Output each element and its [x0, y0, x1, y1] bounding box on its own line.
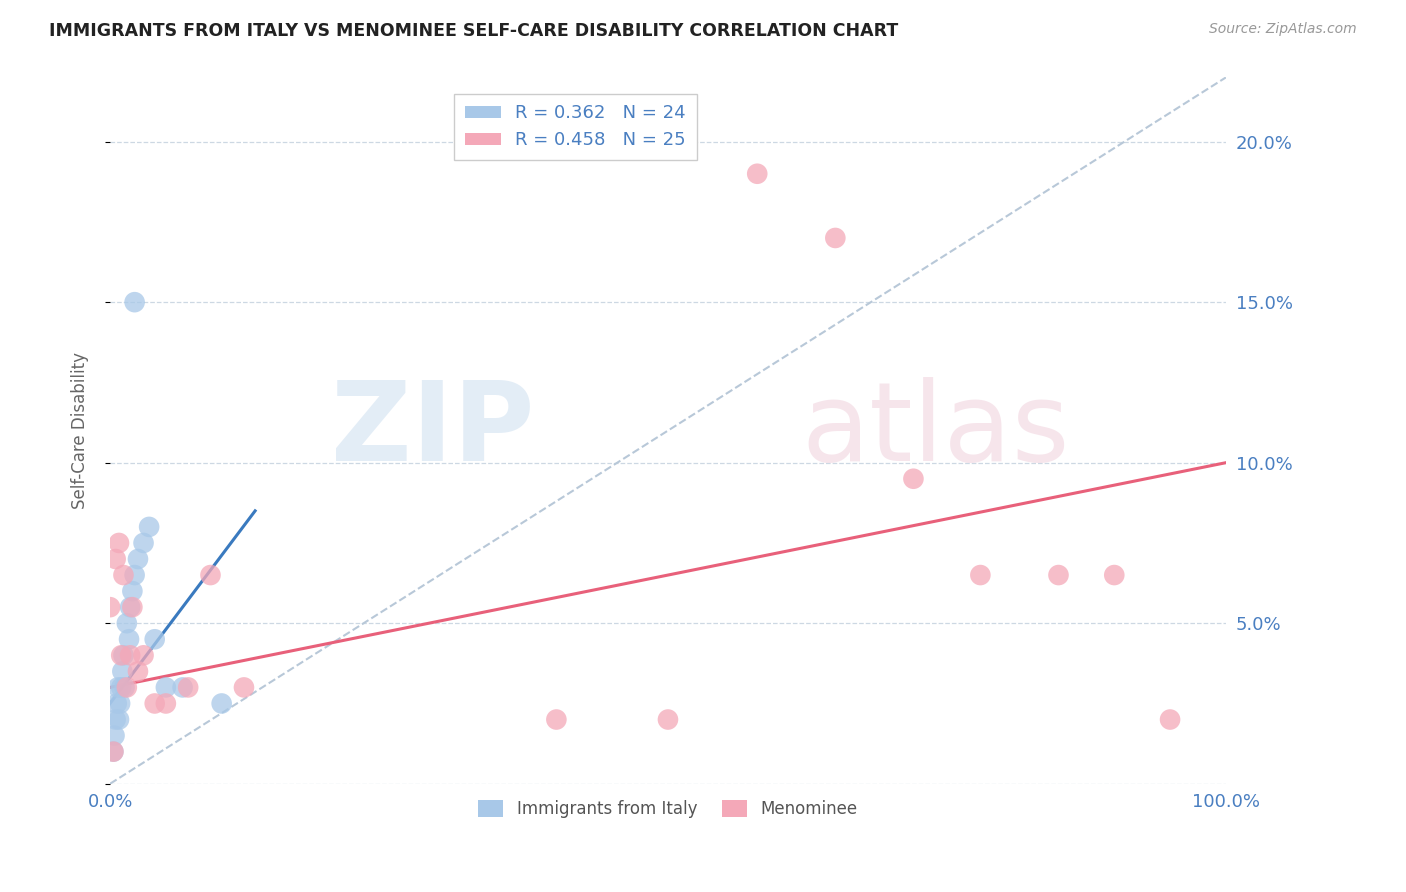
- Point: [107, 681, 129, 695]
- Point: [114, 681, 136, 695]
- Point: [111, 665, 134, 679]
- Point: [546, 713, 568, 727]
- Point: [124, 568, 146, 582]
- Point: [112, 568, 135, 582]
- Point: [103, 745, 125, 759]
- Point: [110, 681, 132, 695]
- Point: [103, 745, 125, 759]
- Point: [103, 729, 125, 743]
- Point: [118, 632, 141, 647]
- Point: [200, 568, 222, 582]
- Text: IMMIGRANTS FROM ITALY VS MENOMINEE SELF-CARE DISABILITY CORRELATION CHART: IMMIGRANTS FROM ITALY VS MENOMINEE SELF-…: [49, 22, 898, 40]
- Point: [143, 697, 166, 711]
- Point: [138, 520, 160, 534]
- Point: [657, 713, 679, 727]
- Point: [120, 600, 142, 615]
- Point: [132, 536, 155, 550]
- Point: [155, 681, 177, 695]
- Point: [1047, 568, 1070, 582]
- Y-axis label: Self-Care Disability: Self-Care Disability: [72, 352, 89, 509]
- Point: [1159, 713, 1181, 727]
- Point: [127, 552, 149, 566]
- Point: [172, 681, 194, 695]
- Point: [121, 584, 143, 599]
- Point: [112, 648, 135, 663]
- Point: [115, 681, 138, 695]
- Point: [121, 600, 143, 615]
- Point: [969, 568, 991, 582]
- Point: [120, 648, 142, 663]
- Point: [115, 616, 138, 631]
- Point: [110, 648, 132, 663]
- Legend: Immigrants from Italy, Menominee: Immigrants from Italy, Menominee: [471, 793, 865, 825]
- Point: [233, 681, 256, 695]
- Point: [1104, 568, 1126, 582]
- Point: [132, 648, 155, 663]
- Point: [104, 713, 127, 727]
- Point: [124, 295, 146, 310]
- Point: [104, 552, 127, 566]
- Point: [824, 231, 846, 245]
- Point: [127, 665, 149, 679]
- Point: [98, 600, 121, 615]
- Text: ZIP: ZIP: [330, 377, 534, 484]
- Point: [108, 536, 131, 550]
- Point: [108, 697, 131, 711]
- Point: [105, 697, 128, 711]
- Point: [155, 697, 177, 711]
- Text: Source: ZipAtlas.com: Source: ZipAtlas.com: [1209, 22, 1357, 37]
- Point: [143, 632, 166, 647]
- Text: atlas: atlas: [801, 377, 1070, 484]
- Point: [211, 697, 233, 711]
- Point: [747, 167, 769, 181]
- Point: [177, 681, 200, 695]
- Point: [903, 472, 925, 486]
- Point: [108, 713, 131, 727]
